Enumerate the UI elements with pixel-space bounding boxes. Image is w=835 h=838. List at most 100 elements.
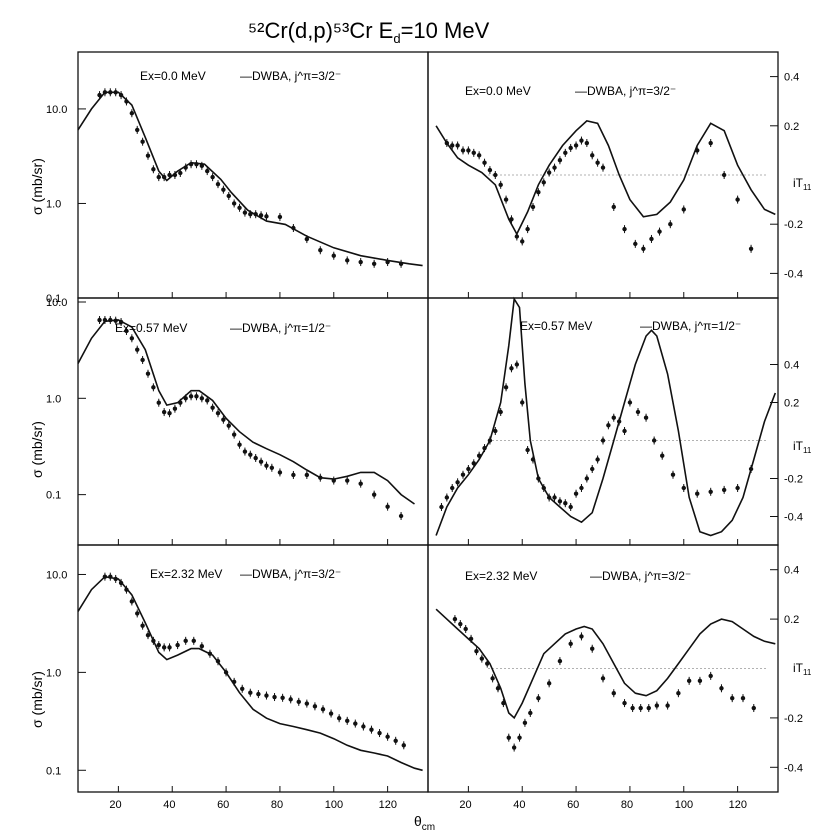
data-point [401,743,406,748]
y-tick-label: 10.0 [46,104,67,116]
data-point [493,428,498,434]
data-point [740,695,746,701]
data-point [118,580,124,586]
data-point [231,432,237,437]
dwba-curve-6 [435,608,776,720]
dwba-label-6: —DWBA, j^π=3/2⁻ [590,569,691,583]
state-label-1: Ex=0.0 MeV [140,69,206,83]
data-point [210,174,215,180]
data-point [167,172,172,178]
data-point [622,226,627,232]
data-point [113,576,118,582]
data-point [248,452,253,457]
data-point [611,691,616,696]
data-point [183,165,188,170]
data-point [161,409,167,415]
state-label-2: Ex=0.0 MeV [465,84,531,98]
data-point [563,150,568,156]
data-point [479,656,485,661]
panel-frame-4 [427,297,779,546]
data-point [161,174,167,180]
data-point [151,638,156,644]
data-point [514,362,520,367]
ylabel-ay-2: iT11 [793,439,812,455]
data-point [476,153,482,158]
data-point [522,720,528,726]
data-point [616,419,622,424]
ylabel-cs-3: σ (mb/sr) [29,671,45,728]
data-point [452,616,458,622]
data-point [353,721,358,726]
data-point [331,253,336,258]
state-label-6: Ex=2.32 MeV [465,569,537,583]
y-tick-label: 10.0 [46,569,67,581]
data-point [444,495,450,500]
x-tick-label: 20 [459,799,471,811]
data-point [188,162,194,167]
data-point [695,491,700,496]
data-point [237,442,242,447]
data-point [129,336,135,341]
data-point [288,697,293,702]
data-point [660,453,665,458]
data-point [735,485,740,491]
ylabel-ay-1: iT11 [793,176,812,192]
data-point [568,504,573,510]
dwba-curve-4 [435,296,777,537]
data-point [124,99,129,104]
data-point [205,168,210,174]
x-tick-label: 100 [325,799,343,811]
data-point [304,236,310,242]
data-point [657,229,662,234]
data-point [312,704,318,709]
data-point [167,645,172,650]
data-point [385,259,390,265]
data-point [579,138,584,143]
data-point [231,201,237,206]
data-point [145,153,151,158]
data-point [474,649,479,654]
data-point [145,371,151,376]
data-point [460,148,466,153]
data-point [509,217,514,222]
data-point [487,167,493,173]
dwba-curve-5 [77,575,423,772]
data-point [600,676,606,681]
data-point [124,328,129,334]
data-point [108,574,113,579]
data-point [129,111,135,116]
x-tick-label: 100 [675,799,693,811]
data-point [708,673,713,679]
data-point [541,485,546,491]
data-point [590,646,595,651]
x-tick-label: 20 [109,799,121,811]
data-point [277,470,283,475]
data-point [530,204,536,210]
data-point [630,705,635,711]
data-point [108,317,113,323]
data-point [511,745,517,750]
dwba-label-5: —DWBA, j^π=3/2⁻ [240,567,341,581]
data-point [345,258,350,263]
data-point [178,400,183,405]
data-point [708,489,713,494]
data-point [748,466,754,472]
data-point [573,143,579,148]
data-point [681,485,686,491]
data-point [665,703,670,708]
data-point [304,701,310,706]
data-point [398,261,404,267]
data-point [377,730,382,736]
data-point [167,411,172,416]
data-point [102,317,108,323]
data-point [296,699,301,705]
data-point [600,165,606,170]
data-point [635,409,641,415]
data-point [627,400,633,405]
data-point [210,405,215,410]
data-point [97,92,102,98]
data-point [471,150,476,156]
panel-frame-1 [77,51,429,299]
data-point [651,438,657,443]
data-point [482,160,487,165]
